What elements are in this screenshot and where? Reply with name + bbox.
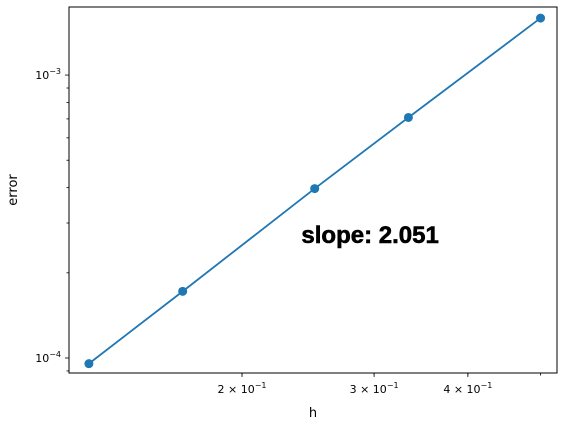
x-tick-label: 3 × 10−1 <box>350 381 399 396</box>
y-tick-label: 10−3 <box>35 67 61 82</box>
slope-annotation: slope: 2.051 <box>301 222 438 249</box>
data-point <box>403 112 413 122</box>
x-tick-label: 4 × 10−1 <box>443 381 492 396</box>
y-axis-label: error <box>6 174 21 206</box>
data-point <box>84 359 94 369</box>
y-tick-label: 10−4 <box>35 350 61 365</box>
x-tick-label: 2 × 10−1 <box>218 381 267 396</box>
plot-frame <box>68 6 558 374</box>
data-point <box>536 13 546 23</box>
major-ticks: 2 × 10−1 3 × 10−1 4 × 10−1 10−3 10−4 <box>35 67 492 396</box>
data-point <box>178 286 188 296</box>
x-axis-label: h <box>309 406 317 421</box>
series-layer <box>84 13 546 369</box>
data-point <box>310 184 320 194</box>
